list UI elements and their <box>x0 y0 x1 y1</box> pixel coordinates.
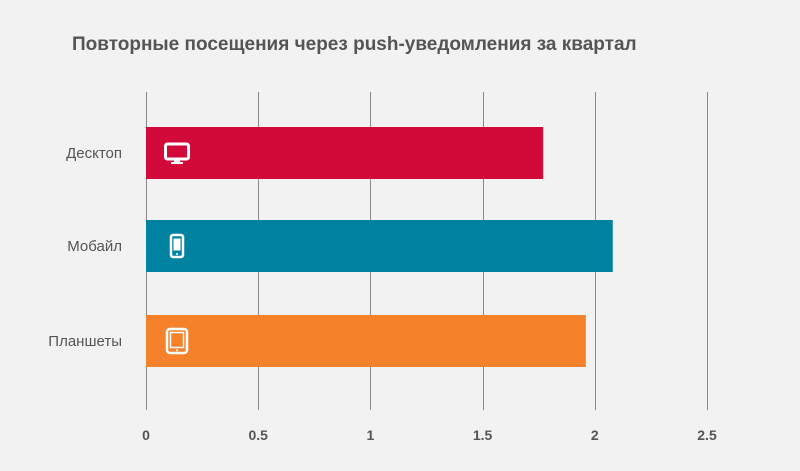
monitor-icon <box>164 142 190 164</box>
bar-0 <box>146 127 544 179</box>
chart-title: Повторные посещения через push-уведомлен… <box>72 34 637 55</box>
bar-1 <box>146 220 613 272</box>
tablet-icon <box>165 327 189 355</box>
x-tick-label: 2 <box>591 427 599 443</box>
bars <box>146 127 613 367</box>
x-axis-tick-labels: 0 0.5 1 1.5 2 2.5 <box>142 427 717 443</box>
category-labels: Десктоп Мобайл Планшеты <box>48 145 122 350</box>
x-tick-label: 0 <box>142 427 150 443</box>
category-label: Мобайл <box>67 238 122 255</box>
x-tick-label: 0.5 <box>248 427 268 443</box>
smartphone-icon <box>169 233 185 259</box>
category-label: Десктоп <box>66 145 122 162</box>
x-tick-label: 1 <box>367 427 375 443</box>
x-tick-label: 2.5 <box>697 427 717 443</box>
x-tick-label: 1.5 <box>473 427 493 443</box>
bar-2 <box>146 315 586 367</box>
category-label: Планшеты <box>48 333 122 350</box>
